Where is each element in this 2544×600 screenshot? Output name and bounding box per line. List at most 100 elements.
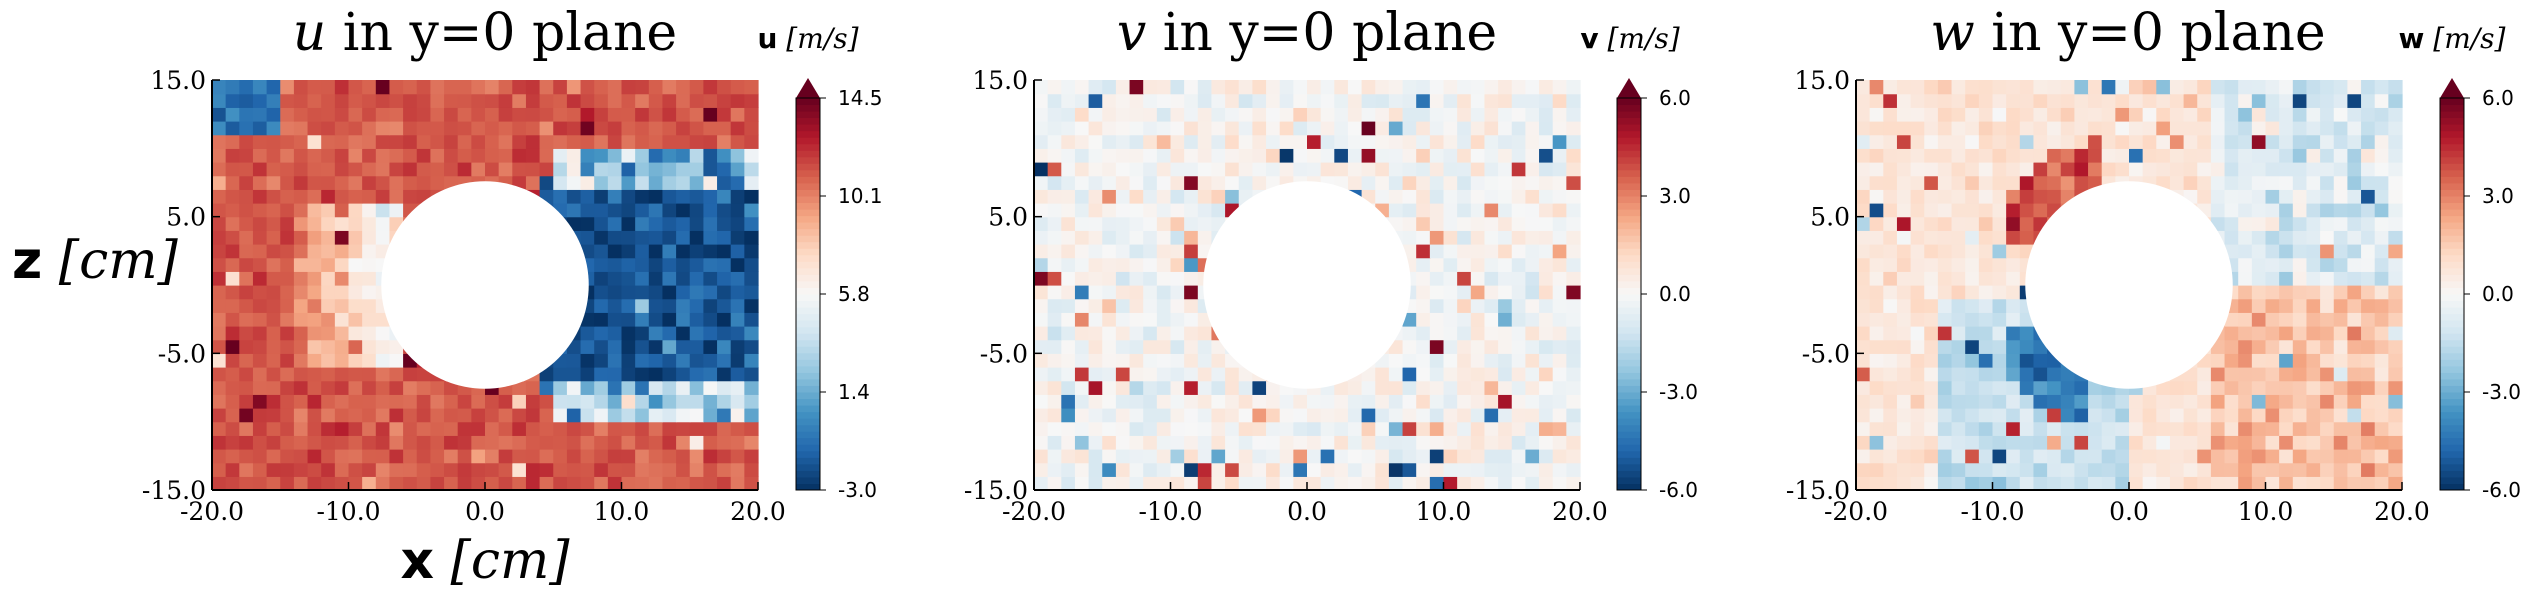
heatmap-cell <box>1088 244 1103 259</box>
heatmap-cell <box>1402 312 1417 327</box>
heatmap-cell <box>1552 107 1567 122</box>
heatmap-cell <box>2115 408 2130 423</box>
heatmap-cell <box>1910 367 1925 382</box>
heatmap-cell <box>1883 230 1898 245</box>
heatmap-cell <box>1924 80 1939 95</box>
colorbar-segment <box>796 130 820 138</box>
heatmap-cell <box>1856 476 1871 491</box>
heatmap-cell <box>1525 312 1540 327</box>
heatmap-cell <box>252 435 268 450</box>
heatmap-cell <box>1334 449 1349 464</box>
heatmap-cell <box>1115 271 1131 286</box>
heatmap-cell <box>1061 421 1076 436</box>
heatmap-cell <box>2251 148 2267 163</box>
heatmap-cell <box>1074 394 1090 409</box>
heatmap-cell <box>717 93 732 108</box>
heatmap-cell <box>2306 326 2321 341</box>
heatmap-cell <box>2374 244 2389 259</box>
heatmap-cell <box>621 408 636 423</box>
colorbar-segment <box>796 450 820 458</box>
heatmap-cell <box>1347 175 1363 190</box>
x-tick-label: -20.0 <box>1002 497 1066 526</box>
heatmap-cell <box>321 257 336 272</box>
heatmap-cell <box>1074 380 1090 395</box>
heatmap-cell <box>594 326 609 341</box>
heatmap-cell <box>307 80 322 95</box>
heatmap-cell <box>280 449 295 464</box>
heatmap-cell <box>1047 257 1062 272</box>
heatmap-cell <box>1170 134 1185 149</box>
heatmap-cell <box>471 121 486 136</box>
colorbar-segment <box>2440 444 2464 452</box>
colorbar-segment <box>2440 398 2464 406</box>
heatmap-cell <box>2006 271 2021 286</box>
heatmap-cell <box>648 189 664 204</box>
heatmap-cell <box>1129 476 1144 491</box>
heatmap-cell <box>566 189 582 204</box>
heatmap-cell <box>430 421 445 436</box>
heatmap-cell <box>2320 216 2335 231</box>
heatmap-cell <box>703 476 718 491</box>
heatmap-cell <box>1511 189 1526 204</box>
heatmap-cell <box>1937 312 1953 327</box>
heatmap-cell <box>1566 476 1581 491</box>
heatmap-cell <box>2210 121 2226 136</box>
heatmap-cell <box>1402 449 1417 464</box>
heatmap-cell <box>1992 394 2007 409</box>
heatmap-cell <box>1143 462 1158 477</box>
colorbar-segment <box>796 222 820 230</box>
heatmap-cell <box>1869 216 1884 231</box>
heatmap-cell <box>1266 80 1281 95</box>
heatmap-cell <box>1951 312 1966 327</box>
heatmap-cell <box>1047 339 1062 354</box>
heatmap-cell <box>2115 80 2130 95</box>
heatmap-cell <box>1197 367 1213 382</box>
heatmap-cell <box>2238 121 2253 136</box>
heatmap-cell <box>1443 298 1458 313</box>
heatmap-cell <box>1883 175 1898 190</box>
colorbar-segment <box>796 241 820 249</box>
heatmap-cell <box>1443 271 1458 286</box>
heatmap-cell <box>1869 271 1884 286</box>
heatmap-cell <box>2333 462 2348 477</box>
heatmap-cell <box>1511 216 1526 231</box>
heatmap-cell <box>293 435 309 450</box>
heatmap-cell <box>348 148 363 163</box>
heatmap-cell <box>2320 93 2335 108</box>
heatmap-cell <box>2019 93 2035 108</box>
heatmap-cell <box>1197 230 1213 245</box>
heatmap-cell <box>1443 435 1458 450</box>
heatmap-cell <box>1266 449 1281 464</box>
heatmap-cell <box>1443 203 1458 218</box>
heatmap-cell <box>1883 326 1898 341</box>
heatmap-cell <box>1143 134 1158 149</box>
heatmap-cell <box>2292 285 2308 300</box>
heatmap-cell <box>485 476 500 491</box>
heatmap-cell <box>1170 476 1185 491</box>
heatmap-cell <box>512 148 527 163</box>
heatmap-cell <box>1883 449 1898 464</box>
heatmap-cell <box>252 285 268 300</box>
colorbar-segment <box>1617 254 1641 262</box>
heatmap-cell <box>676 203 691 218</box>
heatmap-cell <box>1211 449 1226 464</box>
colorbar-segment <box>2440 182 2464 190</box>
panel-w: -20.0 -10.0 0.0 10.0 20.0-15.0-5.05.015.0w i… <box>1786 3 2521 526</box>
heatmap-cell <box>1388 162 1404 177</box>
heatmap-cell <box>1552 380 1567 395</box>
heatmap-cell <box>1924 353 1939 368</box>
heatmap-cell <box>1951 421 1966 436</box>
heatmap-cell <box>1156 230 1172 245</box>
heatmap-cell <box>1034 367 1049 382</box>
heatmap-cell <box>1566 175 1581 190</box>
heatmap-cell <box>1470 244 1486 259</box>
heatmap-cell <box>280 203 295 218</box>
heatmap-cell <box>2388 408 2403 423</box>
heatmap-cell <box>212 189 227 204</box>
colorbar-segment <box>1617 398 1641 406</box>
heatmap-cell <box>1443 93 1458 108</box>
heatmap-cell <box>280 230 295 245</box>
heatmap-cell <box>2361 380 2376 395</box>
heatmap-cell <box>266 271 281 286</box>
heatmap-cell <box>1924 462 1939 477</box>
